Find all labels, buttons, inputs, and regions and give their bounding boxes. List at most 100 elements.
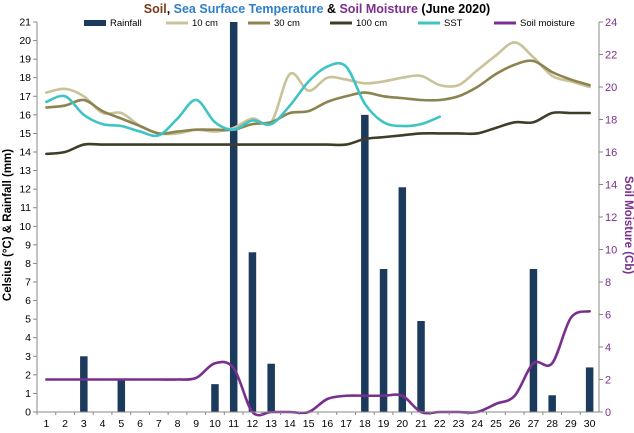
x-tick-label: 1 — [43, 418, 49, 430]
y-right-tick-label: 12 — [605, 212, 617, 224]
y-left-tick-label: 9 — [25, 239, 31, 251]
series-line-soil-moisture — [45, 309, 591, 417]
y-right-tick-label: 18 — [605, 115, 617, 127]
y-left-tick-label: 6 — [25, 295, 31, 307]
rainfall-bar — [211, 384, 219, 412]
legend-label-10-cm: 10 cm — [192, 18, 218, 29]
y-left-tick-label: 16 — [19, 109, 31, 121]
y-axis-left-title: Celsius (°C) & Rainfall (mm) — [2, 149, 14, 301]
rainfall-bar — [229, 22, 238, 412]
y-right-tick-label: 4 — [605, 342, 611, 354]
y-left-tick-label: 7 — [25, 277, 31, 289]
y-left-tick-label: 3 — [25, 351, 31, 363]
series-line-100-cm — [45, 111, 591, 156]
x-tick-label: 3 — [81, 418, 87, 430]
y-left-tick-label: 13 — [19, 165, 31, 177]
x-tick-label: 8 — [175, 418, 181, 430]
legend-label-sst: SST — [444, 18, 463, 29]
y-left-tick-label: 0 — [25, 407, 31, 419]
y-left-tick-label: 18 — [19, 72, 31, 84]
y-left-tick-label: 21 — [19, 17, 31, 29]
y-left-tick-label: 1 — [25, 388, 31, 400]
y-left-tick-label: 11 — [20, 202, 31, 214]
rainfall-bar — [398, 187, 407, 412]
x-tick-label: 18 — [359, 418, 371, 430]
rainfall-bar — [585, 367, 594, 412]
rainfall-bar — [80, 356, 88, 412]
rainfall-bar — [548, 395, 556, 412]
rainfall-bars — [80, 22, 594, 412]
title-part: & — [323, 2, 339, 16]
x-tick-label: 29 — [565, 418, 577, 430]
legend-label-30-cm: 30 cm — [274, 18, 300, 29]
x-tick-label: 23 — [453, 418, 465, 430]
x-tick-label: 24 — [471, 418, 483, 430]
y-right-tick-label: 8 — [605, 277, 611, 289]
series-line-30-cm — [45, 59, 591, 135]
y-right-tick-label: 20 — [605, 82, 617, 94]
x-tick-label: 9 — [193, 418, 199, 430]
x-tick-label: 16 — [322, 418, 334, 430]
line-series — [45, 41, 591, 417]
x-tick-label: 11 — [228, 418, 239, 430]
y-left-tick-label: 2 — [25, 369, 31, 381]
x-tick-label: 21 — [415, 418, 427, 430]
y-axis-right-title: Soil Moisture (Cb) — [622, 176, 634, 275]
x-tick-label: 19 — [378, 418, 390, 430]
y-left-tick-label: 14 — [19, 147, 31, 159]
rainfall-bar — [379, 269, 388, 412]
legend: Rainfall 10 cm 30 cm 100 cm SST Soil moisture — [84, 18, 575, 29]
rainfall-bar — [117, 378, 126, 412]
x-tick-label: 5 — [118, 418, 124, 430]
title-part: Soil — [144, 2, 167, 16]
y-right-tick-label: 14 — [605, 180, 617, 192]
y-left-tick-label: 17 — [19, 91, 31, 103]
x-tick-label: 13 — [265, 418, 277, 430]
y-right-tick-label: 2 — [605, 375, 611, 387]
x-tick-label: 25 — [490, 418, 502, 430]
y-left-tick-label: 5 — [25, 314, 31, 326]
rainfall-bar — [529, 269, 538, 412]
title-part: Sea Surface Temperature — [174, 2, 324, 16]
y-right-tick-label: 10 — [605, 245, 617, 257]
x-tick-label: 4 — [100, 418, 106, 430]
y-left-tick-label: 8 — [25, 258, 31, 270]
y-left-tick-label: 4 — [25, 332, 31, 344]
title-part: Soil Moisture — [339, 2, 418, 16]
x-tick-label: 22 — [434, 418, 446, 430]
rainfall-bar — [361, 114, 369, 412]
x-tick-label: 7 — [156, 418, 162, 430]
y-right-tick-label: 6 — [605, 310, 611, 322]
x-tick-label: 6 — [137, 418, 143, 430]
title-part: , — [167, 2, 174, 16]
y-left-tick-label: 20 — [19, 35, 31, 47]
y-left-tick-label: 19 — [19, 54, 31, 66]
x-tick-label: 26 — [509, 418, 521, 430]
x-tick-label: 27 — [528, 418, 540, 430]
legend-label-rainfall: Rainfall — [110, 18, 142, 29]
x-tick-label: 20 — [396, 418, 408, 430]
y-left-tick-label: 12 — [19, 184, 31, 196]
series-line-sst — [45, 61, 442, 138]
legend-swatch-rainfall — [84, 20, 106, 26]
rainfall-bar — [267, 363, 275, 412]
chart-title: Soil, Sea Surface Temperature & Soil Moi… — [144, 2, 490, 16]
y-right-tick-label: 22 — [605, 50, 617, 62]
x-tick-label: 15 — [303, 418, 315, 430]
y-left-tick-label: 15 — [19, 128, 31, 140]
legend-label-100-cm: 100 cm — [356, 18, 387, 29]
x-tick-label: 30 — [584, 418, 596, 430]
x-tick-label: 28 — [546, 418, 558, 430]
y-right-tick-label: 24 — [605, 17, 617, 29]
y-right-tick-label: 16 — [605, 147, 617, 159]
x-tick-label: 12 — [247, 418, 259, 430]
x-tick-label: 10 — [209, 418, 221, 430]
y-right-tick-label: 0 — [605, 407, 611, 419]
x-tick-label: 14 — [284, 418, 296, 430]
axes: 0123456789101112131415161718192021024681… — [19, 17, 617, 431]
rainfall-bar — [417, 321, 425, 412]
x-tick-label: 17 — [340, 418, 352, 430]
rainfall-bar — [248, 252, 257, 412]
x-tick-label: 2 — [62, 418, 68, 430]
